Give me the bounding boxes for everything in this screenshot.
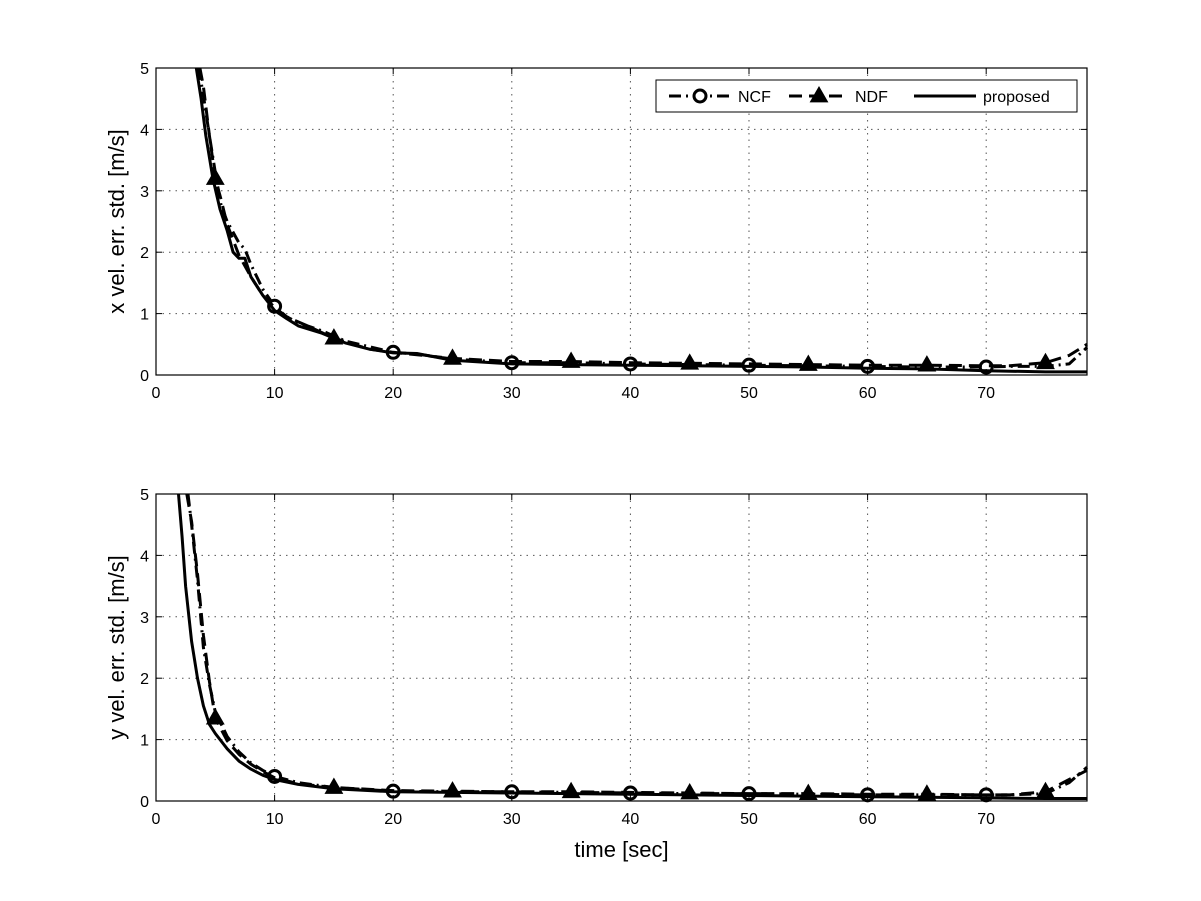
series-y-velocity [177, 493, 1088, 803]
legend-marker-ndf [809, 85, 829, 103]
x-tick-label: 0 [152, 811, 161, 828]
x-tick-label: 70 [977, 385, 995, 402]
series-line-ncf [186, 493, 1088, 797]
x-tick-label: 60 [859, 385, 877, 402]
y-tick-label: 1 [140, 733, 149, 750]
series-line-ndf [185, 493, 1088, 797]
x-tick-label: 60 [859, 811, 877, 828]
series-line-ndf [198, 67, 1088, 368]
y-tick-label: 3 [140, 184, 149, 201]
y-tick-label: 1 [140, 307, 149, 324]
x-tick-label: 70 [977, 811, 995, 828]
y-tick-label: 0 [140, 368, 149, 385]
x-tick-label: 30 [503, 385, 521, 402]
y-tick-label: 0 [140, 794, 149, 811]
x-axis-label-time: time [sec] [574, 837, 668, 862]
x-tick-label: 20 [384, 811, 402, 828]
x-tick-label: 30 [503, 811, 521, 828]
x-tick-label: 10 [266, 385, 284, 402]
x-tick-label: 50 [740, 811, 758, 828]
y-tick-label: 2 [140, 671, 149, 688]
x-tick-label: 20 [384, 385, 402, 402]
legend: NCF NDF proposed [655, 79, 1078, 113]
marker-ndf [917, 355, 937, 372]
y-tick-label: 4 [140, 122, 149, 139]
marker-ndf [205, 168, 225, 185]
y-axis-label-y-velocity: y vel. err. std. [m/s] [104, 555, 129, 740]
marker-ndf [1036, 352, 1055, 370]
y-tick-label: 3 [140, 610, 149, 627]
y-axis-label-x-velocity: x vel. err. std. [m/s] [104, 129, 129, 314]
legend-label-ncf: NCF [738, 89, 771, 106]
marker-ndf [443, 781, 462, 798]
marker-ndf [561, 781, 581, 799]
series-x-velocity [194, 67, 1089, 375]
x-tick-label: 0 [152, 385, 161, 402]
axes-frame-x-velocity [155, 67, 1088, 376]
plot-y-velocity: 0 10 20 30 40 50 60 70 0 1 2 3 4 5 y vel. err. std. [… [104, 487, 1088, 862]
y-tick-label: 2 [140, 245, 149, 262]
y-tick-label: 5 [140, 61, 149, 78]
series-line-proposed [177, 493, 1087, 800]
legend-label-proposed: proposed [983, 89, 1050, 106]
legend-marker-ncf [692, 88, 708, 104]
y-tick-label: 4 [140, 548, 149, 565]
y-tick-label: 5 [140, 487, 149, 504]
x-tick-label: 10 [266, 811, 284, 828]
x-tick-label: 50 [740, 385, 758, 402]
legend-label-ndf: NDF [855, 89, 888, 106]
marker-ndf [205, 708, 225, 725]
grid-x-velocity [156, 68, 1087, 375]
x-tick-label: 40 [621, 385, 639, 402]
series-line-ncf [197, 67, 1089, 369]
plot-x-velocity: 0 10 20 30 40 50 60 70 0 1 2 3 4 5 x vel. err. std. [… [104, 61, 1089, 402]
grid-y-velocity [156, 494, 1087, 801]
series-line-proposed [194, 67, 1087, 374]
axes-frame-y-velocity [155, 493, 1088, 802]
ticks-x-velocity: 0 10 20 30 40 50 60 70 0 1 2 3 4 5 [140, 61, 1087, 402]
x-tick-label: 40 [621, 811, 639, 828]
